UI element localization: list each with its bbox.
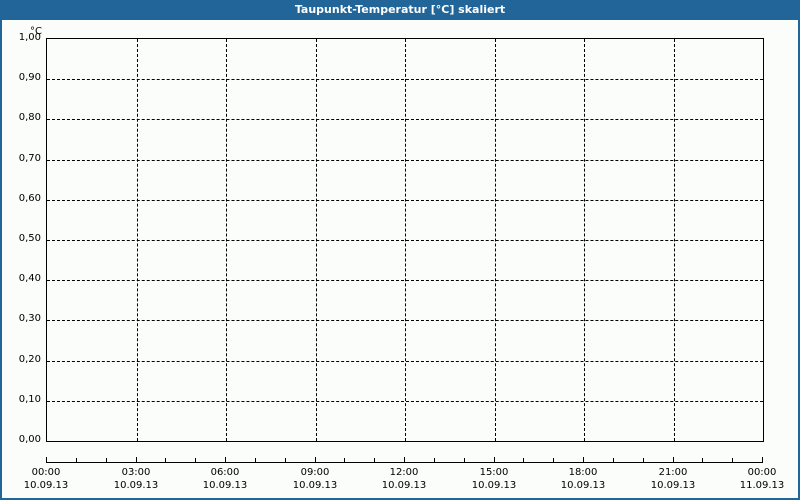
x-axis-tick-date: 10.09.13	[202, 480, 248, 491]
gridline-vertical	[316, 39, 317, 441]
x-axis-tick-time: 03:00	[121, 467, 151, 478]
x-axis-tick-major	[46, 457, 47, 462]
gridline-vertical	[137, 39, 138, 441]
y-axis-tick-label: 0,20	[18, 354, 41, 365]
x-axis-tick-minor	[344, 458, 345, 462]
plot-area	[46, 38, 764, 442]
x-axis-tick-major	[404, 457, 405, 462]
x-axis-tick-minor	[165, 458, 166, 462]
chart-title-bar: Taupunkt-Temperatur [°C] skaliert	[0, 0, 800, 20]
x-axis-tick-major	[315, 457, 316, 462]
x-axis-tick-minor	[523, 458, 524, 462]
x-axis-tick-time: 21:00	[658, 467, 688, 478]
x-axis-tick-label: 21:00 10.09.13	[628, 466, 718, 492]
x-axis-tick-label: 00:00 11.09.13	[717, 466, 800, 492]
gridline-vertical	[495, 39, 496, 441]
x-axis-tick-minor	[464, 458, 465, 462]
y-axis-tick-label: 0,70	[18, 153, 41, 164]
x-axis-tick-minor	[732, 458, 733, 462]
x-axis-tick-major	[762, 457, 763, 462]
gridline-vertical	[405, 39, 406, 441]
y-axis-tick-label: 0,40	[18, 273, 41, 284]
x-axis-tick-date: 10.09.13	[292, 480, 338, 491]
x-axis-tick-date: 10.09.13	[471, 480, 517, 491]
x-axis-tick-time: 18:00	[568, 467, 598, 478]
x-axis-tick-minor	[702, 458, 703, 462]
x-axis-tick-time: 00:00	[747, 467, 777, 478]
x-axis-tick-minor	[195, 458, 196, 462]
x-axis-tick-time: 06:00	[210, 467, 240, 478]
x-axis-tick-minor	[643, 458, 644, 462]
x-axis-tick-time: 00:00	[31, 467, 61, 478]
y-axis-tick-label: 0,90	[18, 72, 41, 83]
x-axis-tick-label: 06:00 10.09.13	[180, 466, 270, 492]
page-title: Taupunkt-Temperatur [°C] skaliert	[294, 3, 506, 16]
x-axis-line	[46, 462, 763, 463]
x-axis-tick-minor	[76, 458, 77, 462]
gridline-vertical	[226, 39, 227, 441]
x-axis-tick-time: 15:00	[479, 467, 509, 478]
gridline-vertical	[674, 39, 675, 441]
y-axis-tick-label: 0,60	[18, 193, 41, 204]
y-axis-tick-label: 0,30	[18, 313, 41, 324]
x-axis-tick-label: 15:00 10.09.13	[449, 466, 539, 492]
x-axis-tick-date: 10.09.13	[23, 480, 69, 491]
x-axis-tick-minor	[553, 458, 554, 462]
x-axis-tick-major	[673, 457, 674, 462]
x-axis-tick-major	[494, 457, 495, 462]
y-axis-tick-label: 0,10	[18, 394, 41, 405]
y-axis-tick-label: 0,50	[18, 233, 41, 244]
x-axis-tick-minor	[374, 458, 375, 462]
x-axis-tick-major	[583, 457, 584, 462]
x-axis-tick-date: 10.09.13	[650, 480, 696, 491]
x-axis-tick-minor	[255, 458, 256, 462]
x-axis-tick-label: 18:00 10.09.13	[538, 466, 628, 492]
x-axis-tick-date: 10.09.13	[113, 480, 159, 491]
x-axis-tick-minor	[285, 458, 286, 462]
y-axis-tick-label: 0,00	[18, 434, 41, 445]
x-axis-tick-time: 09:00	[300, 467, 330, 478]
y-axis-unit-label: °C	[30, 26, 42, 37]
y-axis-tick-label: 0,80	[18, 112, 41, 123]
y-axis-tick-label: 1,00	[18, 32, 41, 43]
x-axis-tick-label: 03:00 10.09.13	[91, 466, 181, 492]
x-axis-tick-minor	[106, 458, 107, 462]
gridline-horizontal	[47, 441, 763, 442]
x-axis-tick-date: 10.09.13	[560, 480, 606, 491]
x-axis-tick-minor	[434, 458, 435, 462]
x-axis-tick-label: 00:00 10.09.13	[1, 466, 91, 492]
x-axis-tick-minor	[613, 458, 614, 462]
x-axis-tick-major	[225, 457, 226, 462]
x-axis-tick-label: 09:00 10.09.13	[270, 466, 360, 492]
x-axis-tick-date: 10.09.13	[381, 480, 427, 491]
y-axis-unit-wrap: °C	[2, 26, 42, 38]
x-axis-tick-label: 12:00 10.09.13	[359, 466, 449, 492]
x-axis-tick-time: 12:00	[389, 467, 419, 478]
x-axis-tick-date: 11.09.13	[739, 480, 785, 491]
x-axis-tick-major	[136, 457, 137, 462]
gridline-vertical	[584, 39, 585, 441]
